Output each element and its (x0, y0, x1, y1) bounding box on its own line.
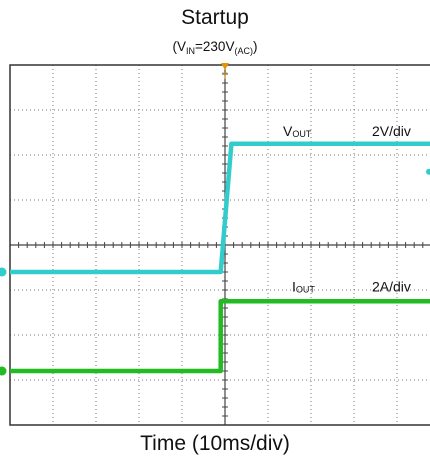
subtitle-prefix: (V (172, 39, 187, 54)
series-scale-1: 2V/div (372, 123, 411, 139)
subtitle-sub-in: IN (186, 46, 196, 56)
ground-marker-1 (0, 267, 7, 277)
series-name-1: VOUT (283, 123, 312, 139)
subtitle-sub-ac: (AC) (234, 46, 253, 56)
x-axis-label: Time (10ms/div) (140, 432, 290, 455)
series-marker-1 (426, 168, 430, 175)
subtitle-mid: =230V (195, 39, 235, 54)
chart-title: Startup (181, 6, 249, 29)
trigger-marker-label: T (222, 71, 228, 81)
ground-marker-2 (0, 366, 7, 376)
chart-subtitle: (VIN=230V(AC)) (0, 38, 430, 60)
series-scale-2: 2A/div (372, 278, 411, 294)
series-trace-2 (10, 299, 430, 374)
trigger-marker (221, 63, 229, 70)
series-name-2: IOUT (292, 278, 315, 294)
subtitle-suffix: ) (252, 39, 258, 54)
series-trace-1 (10, 141, 430, 275)
